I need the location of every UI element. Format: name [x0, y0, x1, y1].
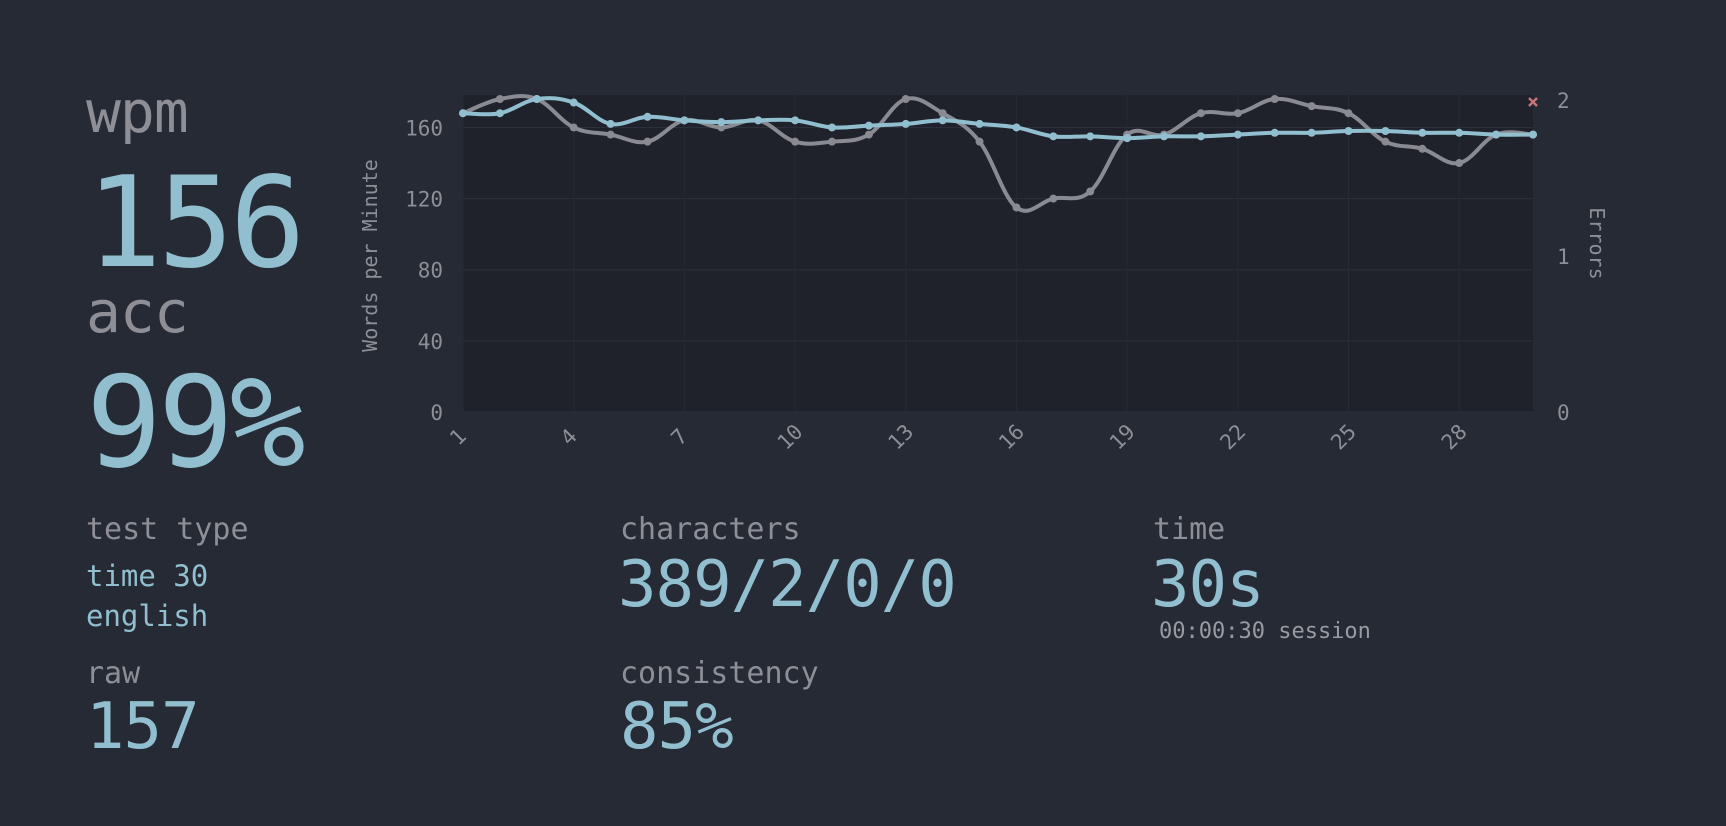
x-tick-label: 25	[1326, 420, 1361, 455]
y-tick-label: 40	[418, 330, 443, 354]
raw-point	[606, 130, 615, 139]
wpm-point	[975, 119, 984, 128]
raw-point	[864, 130, 873, 139]
raw-point	[975, 137, 984, 146]
raw-point	[1049, 194, 1058, 203]
plot-background	[463, 95, 1533, 412]
y-axis-title: Words per Minute	[358, 159, 382, 352]
wpm-point	[643, 112, 652, 121]
consistency-value[interactable]: 85%	[620, 690, 734, 764]
wpm-value[interactable]: 156	[86, 149, 306, 296]
raw-point	[1012, 203, 1021, 212]
wpm-point	[1012, 123, 1021, 132]
wpm-point	[1196, 132, 1205, 141]
raw-point	[569, 123, 578, 132]
y2-axis-title: Errors	[1585, 207, 1609, 279]
y-tick-label: 120	[405, 188, 443, 212]
error-markers	[1528, 97, 1538, 107]
wpm-point	[1123, 134, 1132, 143]
wpm-series	[459, 95, 1537, 143]
wpm-point	[864, 121, 873, 130]
wpm-point	[1270, 128, 1279, 137]
wpm-point	[1381, 127, 1390, 136]
raw-point	[827, 137, 836, 146]
raw-point	[1086, 187, 1095, 196]
raw-point	[643, 137, 652, 146]
raw-value[interactable]: 157	[86, 690, 200, 764]
x-tick-label: 28	[1437, 420, 1472, 455]
wpm-point	[532, 95, 541, 103]
raw-point	[1270, 95, 1279, 103]
wpm-point	[1418, 128, 1427, 137]
consistency-label: consistency	[620, 656, 819, 691]
wpm-point	[1233, 130, 1242, 139]
y2-tick-label: 0	[1557, 401, 1570, 425]
x-tick-label: 1	[445, 424, 471, 450]
wpm-point	[791, 116, 800, 125]
wpm-point	[1086, 132, 1095, 141]
y2-tick-label: 2	[1557, 89, 1570, 113]
error-marker	[1528, 97, 1538, 107]
wpm-point	[938, 116, 947, 125]
wpm-point	[459, 109, 467, 118]
wpm-point	[827, 123, 836, 132]
y-tick-label: 80	[418, 259, 443, 283]
test-type-label: test type	[86, 512, 249, 547]
x-tick-label: 19	[1105, 420, 1140, 455]
wpm-point	[717, 118, 726, 127]
raw-point	[1455, 159, 1464, 168]
raw-point	[1381, 137, 1390, 146]
raw-point	[791, 137, 800, 146]
characters-value[interactable]: 389/2/0/0	[618, 548, 957, 622]
x-tick-label: 4	[556, 424, 582, 450]
x-tick-label: 10	[773, 420, 808, 455]
acc-label: acc	[86, 278, 189, 346]
raw-point	[495, 95, 504, 103]
wpm-label: wpm	[86, 78, 189, 146]
wpm-chart[interactable]: 0 40 80 120 160 0 1 2 1 4 7 10 13 16 19 22 25 28 Words per…	[350, 80, 1640, 480]
wpm-point	[1307, 128, 1316, 137]
raw-point	[1233, 109, 1242, 118]
x-tick-label: 7	[666, 424, 692, 450]
wpm-point	[680, 116, 689, 125]
wpm-point	[1492, 130, 1501, 139]
raw-point	[1418, 144, 1427, 153]
acc-value[interactable]: 99%	[86, 349, 306, 496]
wpm-point	[1529, 130, 1537, 139]
wpm-point	[1455, 128, 1464, 137]
raw-point	[1307, 102, 1316, 111]
wpm-point	[495, 109, 504, 118]
raw-point	[938, 109, 947, 118]
raw-point	[901, 95, 910, 103]
series	[459, 94, 1537, 213]
raw-point	[1344, 109, 1353, 118]
time-value[interactable]: 30s	[1151, 548, 1265, 622]
wpm-point	[569, 98, 578, 107]
wpm-point	[901, 119, 910, 128]
time-label: time	[1153, 512, 1226, 547]
wpm-point	[606, 119, 615, 128]
error-marker-stroke	[1528, 97, 1538, 107]
y-tick-label: 0	[430, 401, 443, 425]
test-type-mode[interactable]: time 30	[86, 559, 209, 593]
raw-label: raw	[86, 656, 141, 691]
characters-label: characters	[620, 512, 801, 547]
wpm-point	[754, 116, 763, 125]
x-tick-label: 16	[994, 420, 1029, 455]
y-tick-label: 160	[405, 116, 443, 140]
grid	[462, 95, 1533, 413]
x-tick-label: 22	[1215, 420, 1250, 455]
raw-point	[1196, 109, 1205, 118]
test-type-language[interactable]: english	[86, 599, 209, 633]
wpm-point	[1049, 132, 1058, 141]
x-tick-label: 13	[883, 420, 918, 455]
wpm-point	[1160, 132, 1169, 141]
y2-tick-label: 1	[1557, 245, 1570, 269]
wpm-point	[1344, 127, 1353, 136]
session-time: 00:00:30 session	[1159, 619, 1371, 644]
